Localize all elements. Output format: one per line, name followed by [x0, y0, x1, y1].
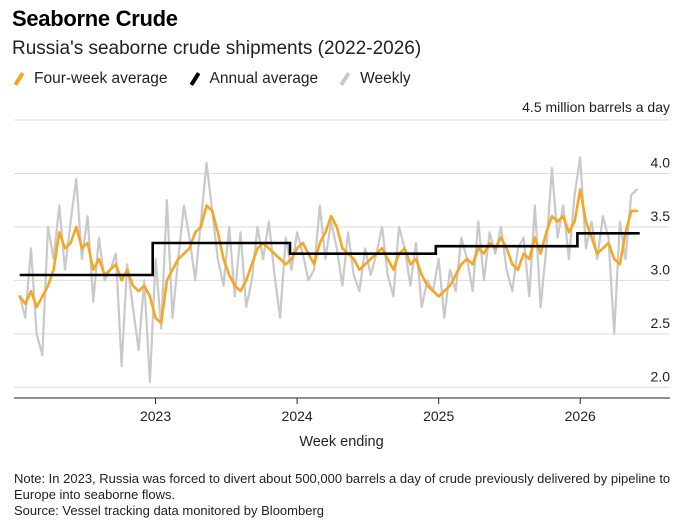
series-line-weekly — [18, 156, 639, 384]
legend-item-four-week-average: Four-week average — [12, 70, 168, 88]
y-tick-label: 3.5 — [651, 208, 671, 224]
footnote: Note: In 2023, Russia was forced to dive… — [14, 471, 671, 502]
legend-item-weekly: Weekly — [338, 70, 411, 88]
legend-swatch-weekly-icon — [339, 72, 351, 86]
x-tick-label: 2023 — [140, 408, 171, 424]
legend-label-weekly: Weekly — [360, 70, 411, 87]
y-tick-label: 3.0 — [651, 261, 671, 277]
x-axis: 2023 2024 2025 2026 — [14, 397, 670, 424]
chart-subtitle: Russia's seaborne crude shipments (2022-… — [12, 38, 422, 59]
x-tick-label: 2026 — [565, 408, 596, 424]
x-tick-label: 2025 — [423, 408, 454, 424]
chart-title: Seaborne Crude — [12, 6, 178, 31]
source-note: Source: Vessel tracking data monitored b… — [14, 503, 325, 518]
legend-swatch-annual-average-icon — [189, 72, 200, 86]
y-axis-unit-label: 4.5 million barrels a day — [522, 99, 670, 115]
legend-label-four-week-average: Four-week average — [34, 70, 168, 87]
line-chart: 2023 2024 2025 2026 2.0 2.5 3.0 3.5 4.0 4.5 mil… — [14, 99, 671, 424]
x-axis-label: Week ending — [299, 434, 384, 450]
chart-legend: Four-week average Annual average Weekly — [12, 70, 431, 88]
series-line-annual-average — [19, 232, 640, 277]
legend-swatch-four-week-average-icon — [13, 72, 25, 86]
legend-item-annual-average: Annual average — [188, 70, 319, 88]
y-tick-label: 2.5 — [651, 315, 671, 331]
series-line-four-week-average — [18, 188, 639, 325]
legend-label-annual-average: Annual average — [209, 70, 319, 87]
y-tick-label: 4.0 — [651, 154, 671, 170]
x-tick-label: 2024 — [282, 408, 313, 424]
y-tick-label: 2.0 — [651, 368, 671, 384]
series-lines — [18, 156, 640, 384]
y-axis-tick-labels: 2.0 2.5 3.0 3.5 4.0 — [651, 154, 671, 384]
